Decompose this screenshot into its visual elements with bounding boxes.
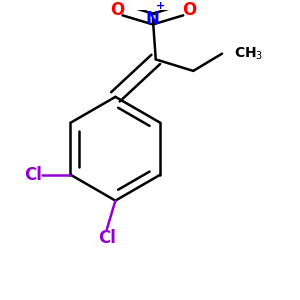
Text: +: + [155, 1, 165, 11]
Text: O: O [182, 2, 196, 20]
Text: Cl: Cl [98, 229, 116, 247]
Text: O: O [110, 2, 124, 20]
Text: N: N [146, 10, 160, 28]
Text: Cl: Cl [24, 166, 42, 184]
Text: CH$_3$: CH$_3$ [234, 45, 263, 62]
